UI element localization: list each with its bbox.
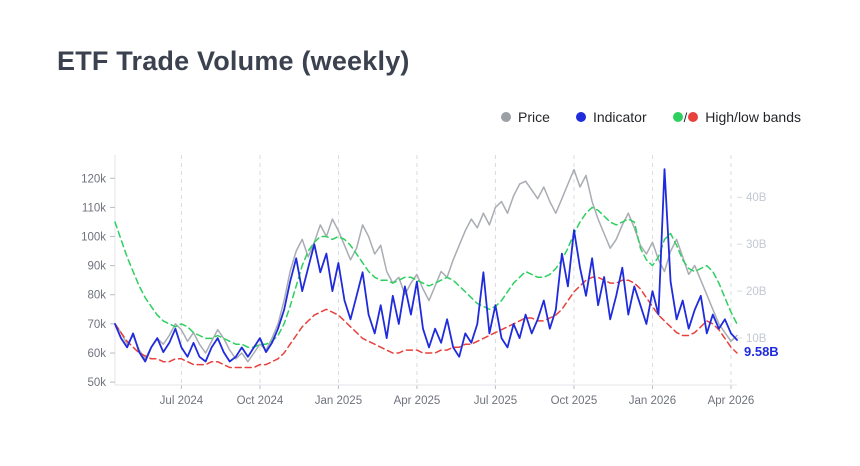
left-tick-label: 110k	[82, 202, 106, 214]
bands-legend-label: High/low bands	[705, 109, 801, 125]
left-tick-label: 50k	[87, 377, 106, 389]
right-tick-label: 10B	[746, 333, 767, 345]
indicator-legend-dot-icon	[575, 112, 586, 122]
x-tick-label: Jan 2025	[315, 395, 362, 407]
indicator-value-annotation: 9.58B	[744, 344, 779, 359]
indicator-legend-label: Indicator	[592, 109, 647, 125]
high-band-line	[114, 206, 738, 348]
right-tick-label: 40B	[746, 192, 767, 204]
right-tick-label: 20B	[746, 286, 767, 298]
price-line	[114, 168, 738, 363]
right-tick-label: 30B	[746, 239, 767, 251]
left-tick-label: 120k	[81, 173, 106, 185]
legend-item-indicator[interactable]: Indicator	[575, 109, 647, 125]
price-legend-dot-icon	[501, 112, 512, 122]
low-band-legend-dot-icon	[688, 112, 699, 122]
legend: Price Indicator / High/low bands	[501, 109, 801, 125]
low-band-line	[114, 276, 738, 369]
price-legend-label: Price	[518, 109, 550, 125]
chart-title: ETF Trade Volume (weekly)	[57, 46, 410, 76]
left-tick-label: 60k	[87, 348, 106, 360]
indicator-line	[114, 168, 738, 363]
x-tick-label: Oct 2024	[237, 395, 284, 407]
chart-area: Jul 2024 Oct 2024 Jan 2025 Apr 2025 Jul 2025…	[55, 145, 815, 440]
x-tick-label: Jan 2026	[629, 395, 676, 407]
left-tick-label: 70k	[87, 319, 106, 331]
x-tick-label: Apr 2025	[394, 395, 441, 407]
band-dots: /	[672, 109, 699, 125]
left-tick-label: 80k	[87, 290, 106, 302]
left-tick-label: 90k	[87, 261, 106, 273]
x-tick-label: Oct 2025	[551, 395, 598, 407]
chart-svg: Jul 2024 Oct 2024 Jan 2025 Apr 2025 Jul 2025…	[81, 155, 779, 407]
x-tick-label: Jul 2025	[474, 395, 517, 407]
legend-item-bands[interactable]: / High/low bands	[672, 109, 801, 125]
band-separator: /	[683, 109, 688, 125]
x-tick-label: Jul 2024	[160, 395, 204, 407]
high-band-legend-dot-icon	[672, 112, 683, 122]
x-tick-label: Apr 2026	[708, 395, 755, 407]
left-tick-label: 100k	[81, 232, 106, 244]
legend-item-price[interactable]: Price	[501, 109, 550, 125]
